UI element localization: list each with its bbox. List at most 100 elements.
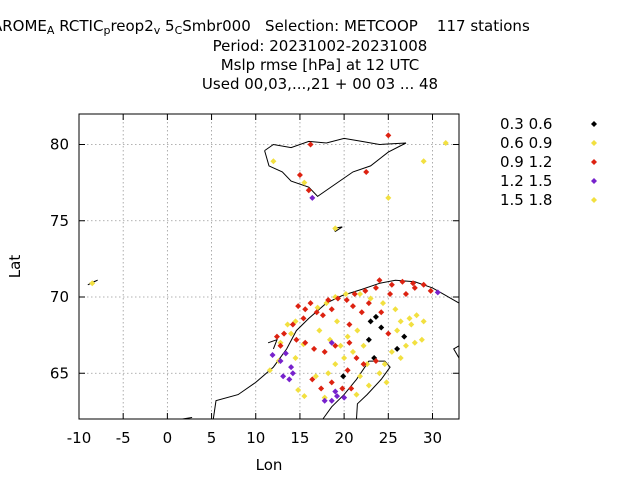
x-tick-label: 20 xyxy=(335,429,354,447)
station-point xyxy=(385,330,392,337)
station-point xyxy=(277,339,284,346)
station-point xyxy=(357,290,364,297)
station-point xyxy=(410,280,417,287)
station-point xyxy=(427,287,434,294)
station-point xyxy=(348,385,355,392)
station-point xyxy=(305,187,312,194)
station-point xyxy=(321,394,328,401)
station-point xyxy=(289,370,296,377)
station-point xyxy=(321,348,328,355)
param-label: Mslp rmse [hPa] at 12 UTC xyxy=(220,56,420,74)
station-point xyxy=(351,290,358,297)
station-point xyxy=(385,132,392,139)
station-point xyxy=(302,306,309,313)
station-point xyxy=(292,355,299,361)
station-point xyxy=(296,172,303,178)
station-point xyxy=(284,321,291,328)
station-point xyxy=(302,339,309,346)
station-point xyxy=(273,333,280,340)
station-point xyxy=(293,336,300,343)
station-point xyxy=(316,327,323,334)
station-point xyxy=(408,321,415,328)
station-point xyxy=(334,295,341,302)
station-point xyxy=(343,297,350,304)
station-point xyxy=(301,179,308,186)
station-point xyxy=(420,281,427,288)
station-point xyxy=(313,309,320,316)
chart-title-line1: AROMEA RCTICpreop2v 5CSmbr000 Selection:… xyxy=(0,17,530,37)
axis-ticks: -10 -5 0 5 10 15 20 25 30 65 70 75 80 xyxy=(50,114,459,447)
station-point xyxy=(277,358,284,365)
station-point xyxy=(406,315,413,322)
station-point xyxy=(365,336,372,343)
station-point xyxy=(411,339,418,346)
station-point xyxy=(270,158,277,165)
station-point xyxy=(401,333,408,340)
y-axis-label: Lat xyxy=(6,255,24,279)
station-point xyxy=(381,361,388,368)
station-point xyxy=(420,158,427,165)
x-tick-label: 30 xyxy=(423,429,442,447)
station-point xyxy=(358,309,365,316)
legend-marker xyxy=(591,197,597,203)
station-point xyxy=(266,367,273,374)
x-axis-label: Lon xyxy=(256,456,283,474)
station-point xyxy=(337,342,344,349)
legend-marker xyxy=(591,159,597,165)
legend-label: 1.5 1.8 xyxy=(500,191,552,209)
station-point xyxy=(332,388,339,395)
station-point xyxy=(295,303,302,310)
station-point xyxy=(325,370,332,377)
station-point xyxy=(342,290,349,297)
station-point xyxy=(277,342,284,349)
station-point xyxy=(328,397,335,404)
station-point xyxy=(413,312,420,319)
x-tick-label: -10 xyxy=(67,429,92,447)
station-point xyxy=(388,281,395,288)
station-point xyxy=(365,300,372,307)
data-points xyxy=(89,132,449,404)
station-point xyxy=(364,361,371,368)
station-point xyxy=(394,327,401,334)
coastline xyxy=(87,137,460,420)
plot-frame xyxy=(78,113,460,420)
station-point xyxy=(411,284,418,291)
station-point xyxy=(295,387,302,394)
station-point xyxy=(89,280,96,287)
station-point xyxy=(341,394,348,401)
station-point xyxy=(353,355,360,361)
station-point xyxy=(363,168,370,175)
x-tick-label: 5 xyxy=(207,429,217,447)
station-point xyxy=(339,385,346,392)
station-point xyxy=(349,303,356,310)
station-point xyxy=(434,289,441,296)
station-point xyxy=(397,355,404,361)
station-point xyxy=(394,345,401,352)
station-point xyxy=(346,339,353,346)
station-point xyxy=(376,370,383,377)
legend-label: 0.3 0.6 xyxy=(500,115,552,133)
station-point xyxy=(269,351,276,358)
station-point xyxy=(397,318,404,325)
grid xyxy=(78,114,459,419)
coastline-path xyxy=(267,338,278,350)
station-point xyxy=(372,358,379,365)
station-point xyxy=(344,367,351,374)
station-point xyxy=(367,295,374,302)
station-point xyxy=(367,318,374,325)
station-point xyxy=(300,315,307,322)
station-point xyxy=(332,361,339,368)
coastline-path xyxy=(453,345,460,359)
station-point xyxy=(362,287,369,294)
x-tick-label: -5 xyxy=(116,429,131,447)
legend-label: 1.2 1.5 xyxy=(500,172,552,190)
station-point xyxy=(346,321,353,328)
station-point xyxy=(318,385,325,392)
station-point xyxy=(392,306,399,313)
station-point xyxy=(319,312,326,319)
station-point xyxy=(314,304,321,311)
station-point xyxy=(334,393,341,400)
station-point xyxy=(309,376,316,383)
legend-marker xyxy=(591,178,597,184)
